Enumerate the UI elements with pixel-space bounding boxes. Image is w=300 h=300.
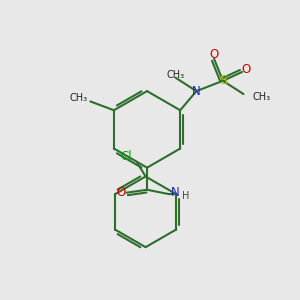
Text: Cl: Cl bbox=[121, 150, 132, 163]
Text: CH₃: CH₃ bbox=[252, 92, 271, 102]
Text: O: O bbox=[116, 186, 126, 199]
Text: N: N bbox=[171, 186, 179, 199]
Text: CH₃: CH₃ bbox=[167, 70, 185, 80]
Text: CH₃: CH₃ bbox=[69, 94, 87, 103]
Text: S: S bbox=[219, 74, 227, 87]
Text: O: O bbox=[209, 48, 219, 61]
Text: N: N bbox=[192, 85, 201, 98]
Text: O: O bbox=[242, 62, 251, 76]
Text: H: H bbox=[182, 190, 190, 201]
